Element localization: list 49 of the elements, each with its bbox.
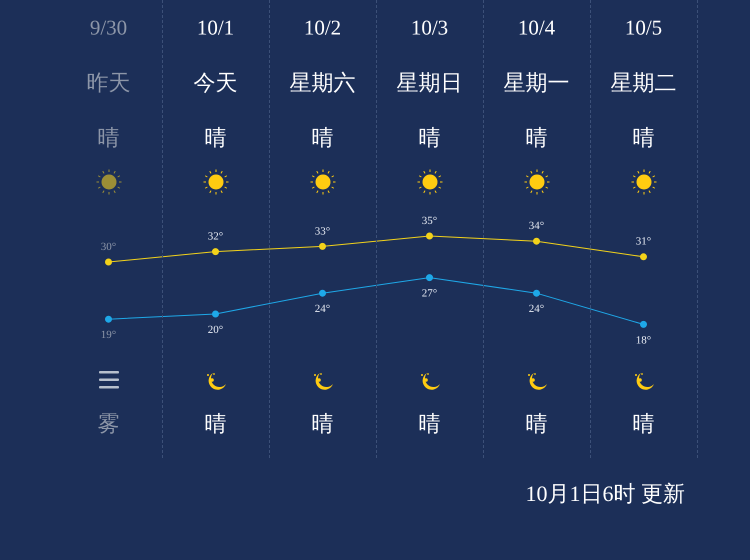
point [426,274,433,282]
text: 雾 [98,410,120,436]
text: 星期日 [396,70,462,95]
text: 晴 [204,124,226,150]
point [533,238,540,245]
x-tick-label: 10/2 [304,16,342,40]
text: 晴 [312,124,334,150]
data-label: 30° [100,240,116,253]
text: 晴 [632,124,654,150]
x-tick-label: 10/1 [196,16,234,40]
data-label: 35° [422,214,438,227]
point [640,253,647,260]
data-label: 18° [636,334,652,346]
data-label: 32° [208,230,224,242]
data-label: 31° [636,236,652,248]
point [426,232,433,240]
x-tick-label: 10/5 [624,16,662,40]
text: 晴 [418,124,440,150]
data-label: 24° [314,303,330,316]
text: 晴 [418,410,440,436]
text: 星期六 [290,70,356,95]
text: 星期一 [504,70,570,95]
text: 晴 [312,410,334,436]
data-label: 33° [314,225,330,238]
text: 晴 [632,410,654,436]
point [105,316,112,323]
text: 今天 [194,70,238,95]
data-label: 20° [208,324,224,336]
x-tick-label: 10/4 [518,16,556,40]
point [533,290,540,297]
text: 晴 [526,124,548,150]
text: 晴 [526,410,548,436]
data-label: 24° [528,303,544,316]
text: 晴 [98,124,120,150]
point [212,310,219,318]
data-label: 19° [100,329,116,342]
x-tick-label: 9/30 [90,16,128,40]
point [319,290,326,297]
point [319,242,326,250]
x-tick-label: 10/3 [410,16,448,40]
text: 星期二 [610,70,676,95]
text: 昨天 [86,70,130,95]
data-label: 27° [422,287,438,300]
text: 晴 [204,410,226,436]
data-label: 34° [528,220,544,232]
text: 10月1日6时 更新 [526,480,685,506]
point [105,258,112,266]
point [212,248,219,256]
point [640,320,647,328]
